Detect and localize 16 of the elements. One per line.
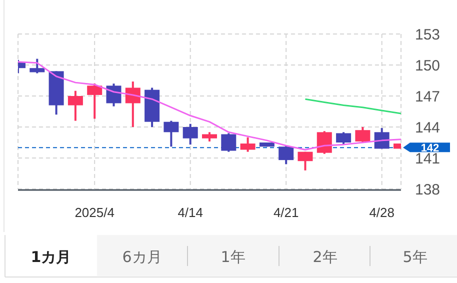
y-tick-label: 141 [415,150,440,168]
y-tick-label: 150 [415,58,440,74]
x-tick-label: 4/14 [178,205,204,220]
x-tick-label: 4/21 [273,205,299,220]
text: 1カ月 [30,248,72,266]
text: 2年 [312,248,338,266]
x-tick-label: 2025/4 [74,205,114,220]
x-tick-label: 4/28 [369,205,395,220]
y-tick-label: 153 [415,26,440,44]
text: 6カ月 [122,248,162,266]
line-series [304,98,401,114]
y-tick-label: 138 [415,182,440,198]
y-tick-label: 144 [415,120,440,136]
y-tick-label: 147 [415,88,440,106]
text: 5年 [402,248,428,266]
text: 1年 [220,248,246,266]
